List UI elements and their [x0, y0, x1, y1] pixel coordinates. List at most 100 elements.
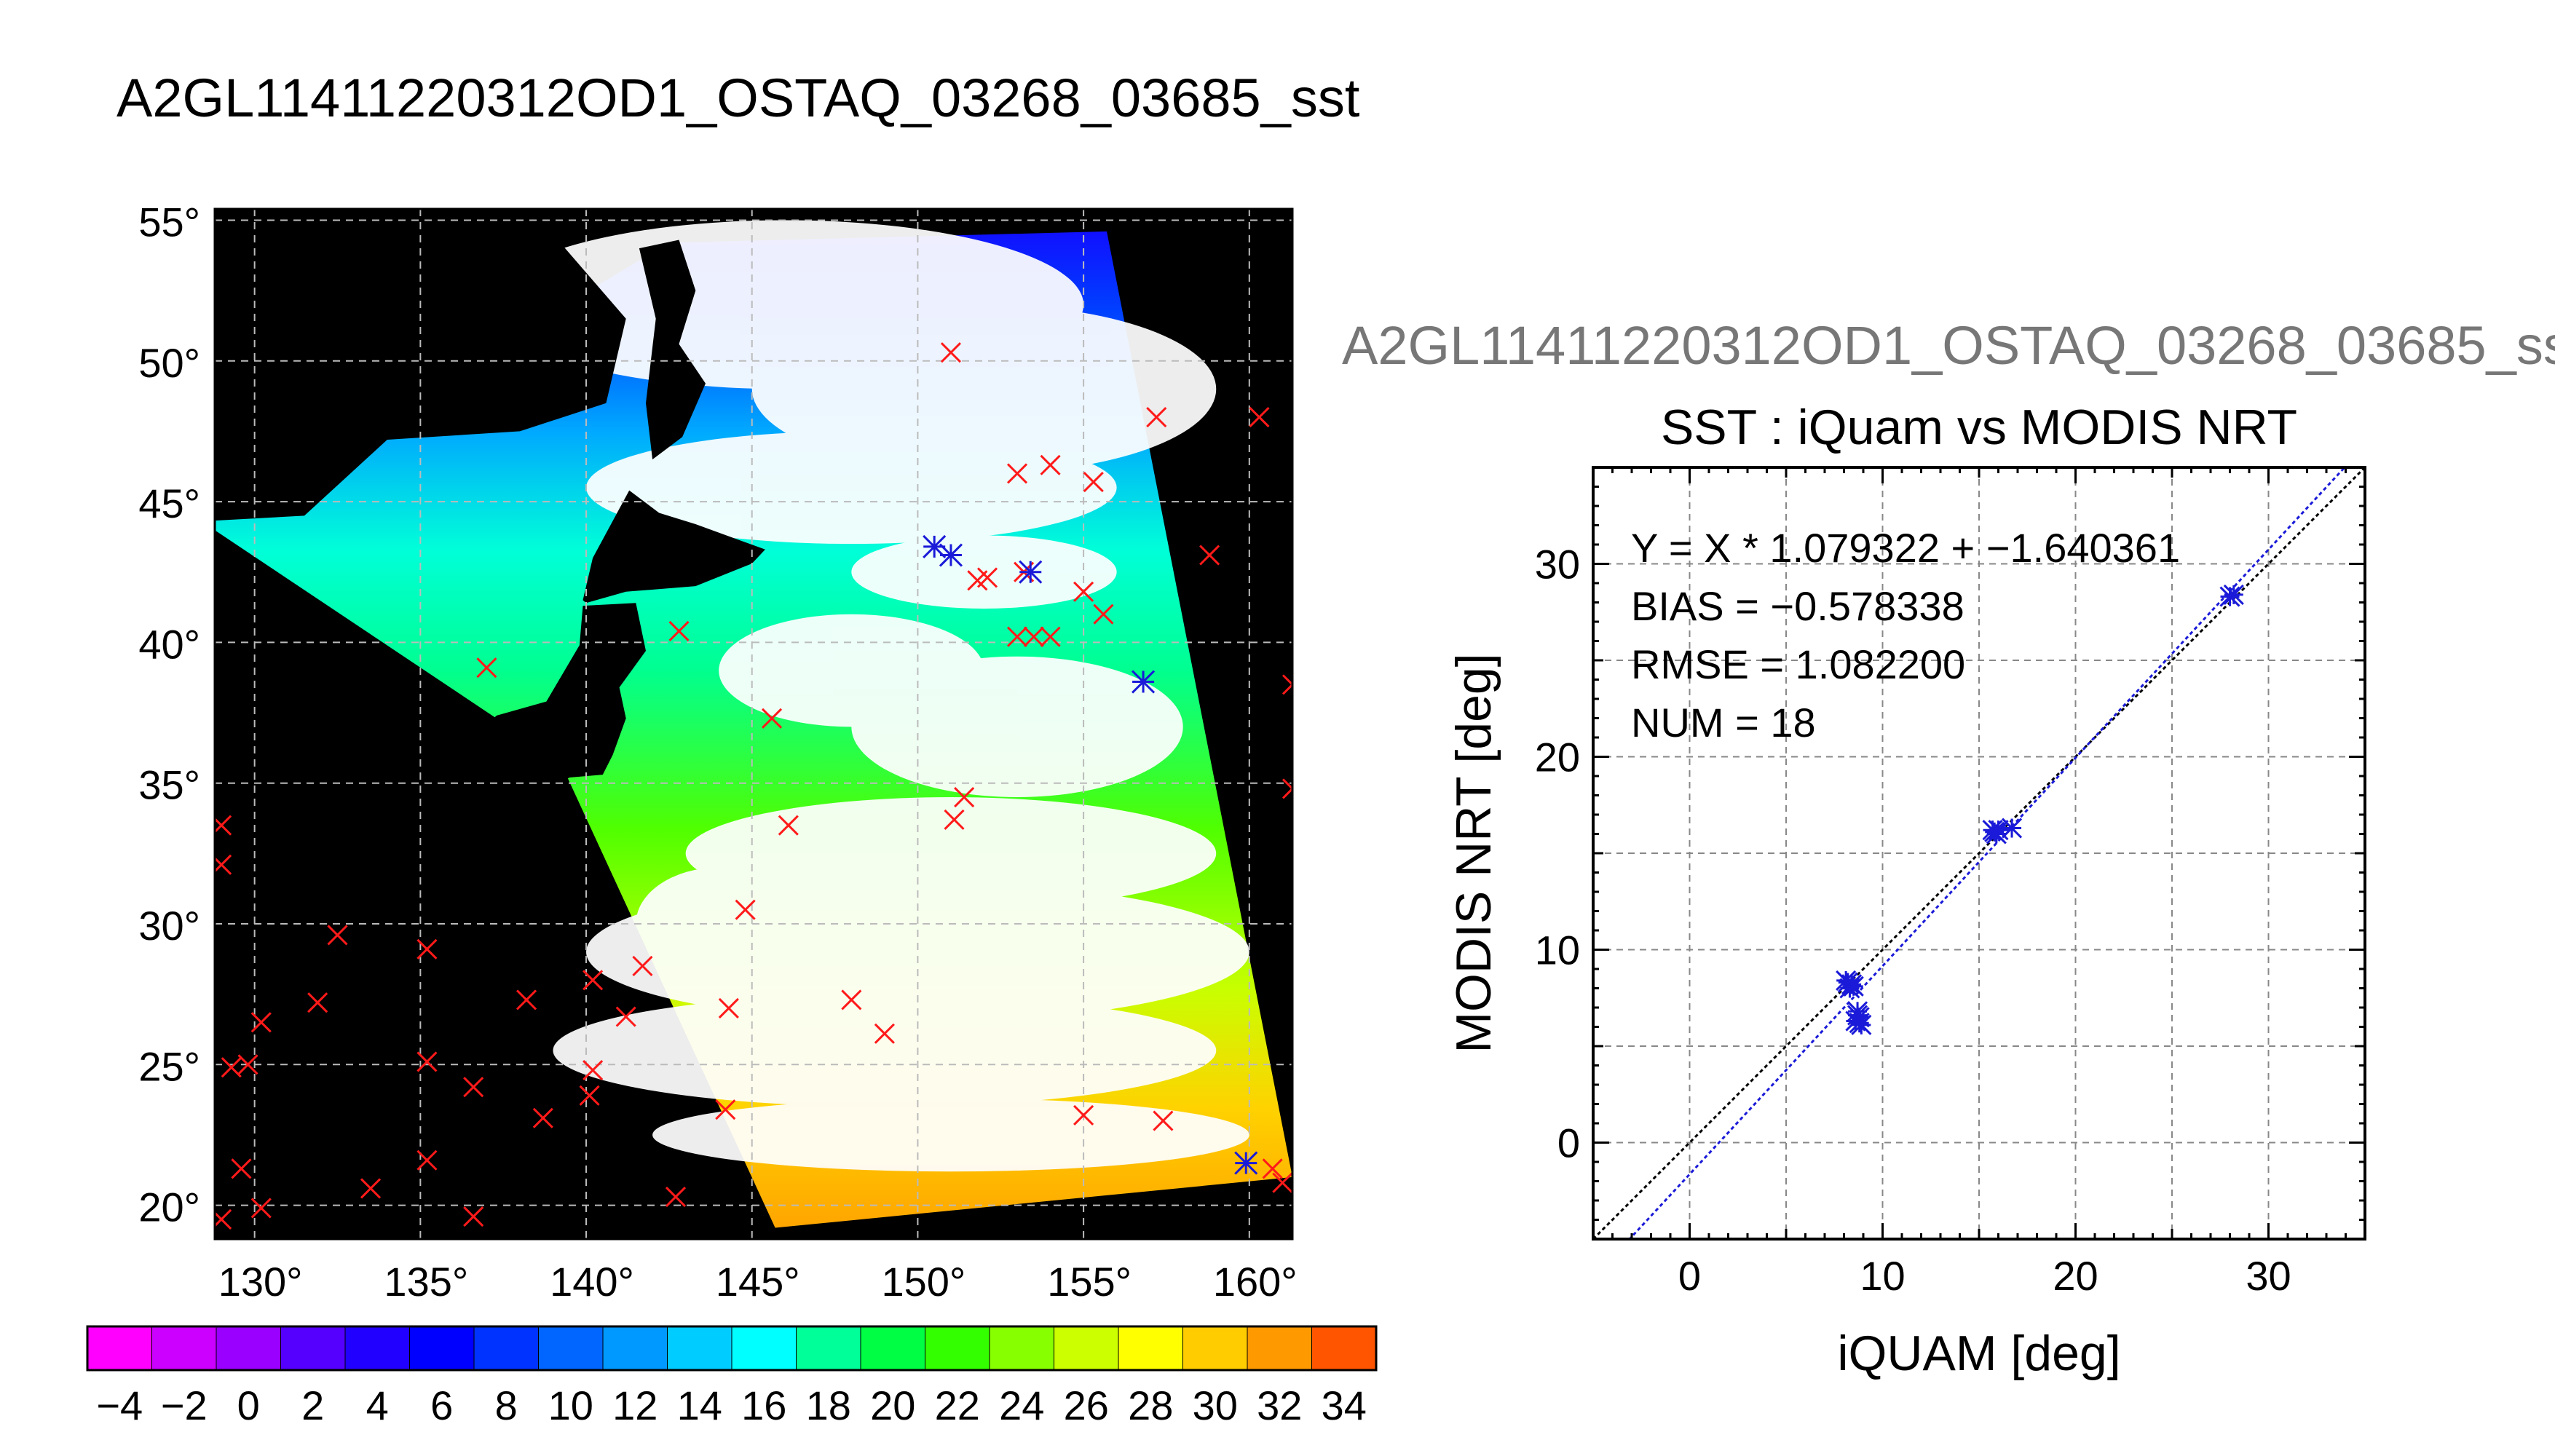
- iquam-red-marker-11: [1093, 604, 1114, 625]
- lon-tick-label: 155°: [1047, 1259, 1132, 1305]
- colorbar-swatch: [796, 1326, 861, 1370]
- iquam-red-marker-54: [1262, 1158, 1283, 1179]
- lat-tick-label: 35°: [138, 762, 200, 808]
- colorbar-swatch: [861, 1326, 925, 1370]
- colorbar-swatch: [603, 1326, 668, 1370]
- lat-tick-label: 50°: [138, 340, 200, 386]
- colorbar-swatch: [667, 1326, 732, 1370]
- iquam-red-marker-19: [1282, 778, 1292, 799]
- iquam-red-marker-36: [874, 1023, 895, 1044]
- colorbar-swatch: [280, 1326, 346, 1370]
- iquam-matchup-marker-4: [1234, 1151, 1258, 1175]
- colorbar-swatch: [1118, 1326, 1183, 1370]
- sakhalin: [639, 240, 706, 460]
- x-tick-label: 30: [2246, 1253, 2291, 1299]
- colorbar-tick-label: 12: [612, 1382, 657, 1428]
- colorbar-swatch: [1054, 1326, 1119, 1370]
- iquam-red-marker-17: [1282, 674, 1292, 695]
- iquam-red-marker-46: [532, 1107, 553, 1128]
- colorbar-tick-label: 16: [741, 1382, 786, 1428]
- lat-tick-label: 25°: [138, 1043, 200, 1089]
- y-axis-label: MODIS NRT [deg]: [1446, 653, 1501, 1053]
- cloud-patch-1: [751, 304, 1217, 474]
- scatter-file-title: A2GL11411220312OD1_OSTAQ_03268_03685_sst: [1342, 315, 2555, 376]
- colorbar-tick-label: 20: [870, 1382, 915, 1428]
- iquam-red-marker-51: [250, 1198, 272, 1219]
- colorbar-swatch: [409, 1326, 475, 1370]
- iquam-red-marker-27: [416, 938, 438, 960]
- matchup-point-14: [2223, 584, 2244, 605]
- x-tick-label: 20: [2053, 1253, 2098, 1299]
- matchup-point-3: [1836, 970, 1857, 991]
- lat-tick-label: 40°: [138, 621, 200, 667]
- y-tick-label: 30: [1535, 542, 1580, 587]
- iquam-red-marker-10: [1073, 581, 1094, 602]
- one-to-one-line: [1593, 467, 2365, 1239]
- iquam-red-marker-50: [665, 1186, 687, 1208]
- y-tick-label: 0: [1557, 1120, 1580, 1166]
- iquam-red-marker-8: [976, 567, 998, 588]
- map-frame: [213, 207, 1294, 1241]
- colorbar-swatch: [538, 1326, 604, 1370]
- colorbar-tick-label: −2: [161, 1382, 208, 1428]
- lon-tick-label: 140°: [550, 1259, 634, 1305]
- iquam-red-marker-45: [1153, 1110, 1174, 1131]
- colorbar-tick-label: 30: [1193, 1382, 1238, 1428]
- iquam-red-marker-43: [715, 1099, 736, 1120]
- scatter-ticks: [1593, 467, 2365, 1239]
- x-tick-label: 10: [1860, 1253, 1905, 1299]
- iquam-red-marker-39: [416, 1051, 438, 1072]
- colorbar-tick-label: 4: [366, 1382, 389, 1428]
- iquam-matchup-marker-2: [1019, 560, 1043, 584]
- iquam-red-marker-29: [583, 970, 604, 991]
- iquam-red-marker-12: [1006, 626, 1028, 647]
- colorbar-tick-label: 26: [1064, 1382, 1109, 1428]
- scatter-lines: [1593, 467, 2365, 1239]
- colorbar: −4 −2 0 2 4 6 8 10 12 14 16 18 20 22 24 26 28 30 32 34: [86, 1325, 1378, 1428]
- iquam-red-marker-25: [735, 899, 756, 920]
- iquam-red-marker-55: [1272, 1172, 1292, 1193]
- regression-line: [1627, 467, 2347, 1239]
- cloud-patch-8: [553, 994, 1217, 1107]
- iquam-red-marker-14: [1040, 626, 1061, 647]
- lat-tick-label: 45°: [138, 480, 200, 526]
- cloud-patch-9: [652, 1098, 1249, 1172]
- iquam-red-marker-41: [463, 1077, 484, 1098]
- iquam-red-marker-47: [360, 1178, 382, 1199]
- matchup-point-11: [2001, 818, 2023, 839]
- colorbar-swatch: [474, 1326, 539, 1370]
- iquam-red-marker-33: [841, 989, 862, 1010]
- iquam-red-marker-44: [1073, 1104, 1094, 1125]
- hokkaido: [583, 490, 765, 604]
- iquam-red-marker-2: [1249, 407, 1270, 428]
- iquam-red-marker-16: [476, 657, 497, 678]
- colorbar-tick-label: 18: [806, 1382, 851, 1428]
- iquam-red-marker-35: [250, 1012, 272, 1033]
- iquam-red-marker-53: [463, 1206, 484, 1227]
- iquam-red-marker-32: [718, 997, 739, 1019]
- x-axis-label: iQUAM [deg]: [1837, 1326, 2120, 1381]
- iquam-red-marker-3: [1006, 463, 1028, 484]
- iquam-red-marker-42: [579, 1085, 600, 1106]
- colorbar-tick-label: 22: [935, 1382, 980, 1428]
- scatter-title: SST : iQuam vs MODIS NRT: [1661, 400, 2297, 455]
- colorbar-tick-label: 34: [1322, 1382, 1367, 1428]
- scatter-points: [1836, 584, 2244, 1035]
- colorbar-tick-label: 10: [548, 1382, 593, 1428]
- iquam-red-marker-4: [1040, 454, 1061, 475]
- y-tick-label: 20: [1535, 735, 1580, 780]
- iquam-red-marker-26: [327, 925, 348, 946]
- honshu: [453, 603, 646, 795]
- matchup-point-16: [1849, 1013, 1870, 1034]
- lat-tick-label: 20°: [138, 1184, 200, 1230]
- colorbar-tick-label: 6: [430, 1382, 453, 1428]
- colorbar-swatch: [1311, 1326, 1377, 1370]
- mainland-asia: [215, 210, 626, 521]
- iquam-red-marker-21: [944, 809, 965, 831]
- iquam-red-marker-15: [668, 620, 690, 641]
- iquam-red-marker-38: [221, 1057, 242, 1078]
- colorbar-tick-label: 24: [999, 1382, 1044, 1428]
- sst-scatter-plot: SST : iQuam vs MODIS NRT 0 10 20 30 0 10 20 30 iQ…: [1446, 400, 2366, 1381]
- x-tick-label: 0: [1678, 1253, 1701, 1299]
- colorbar-swatch: [1182, 1326, 1248, 1370]
